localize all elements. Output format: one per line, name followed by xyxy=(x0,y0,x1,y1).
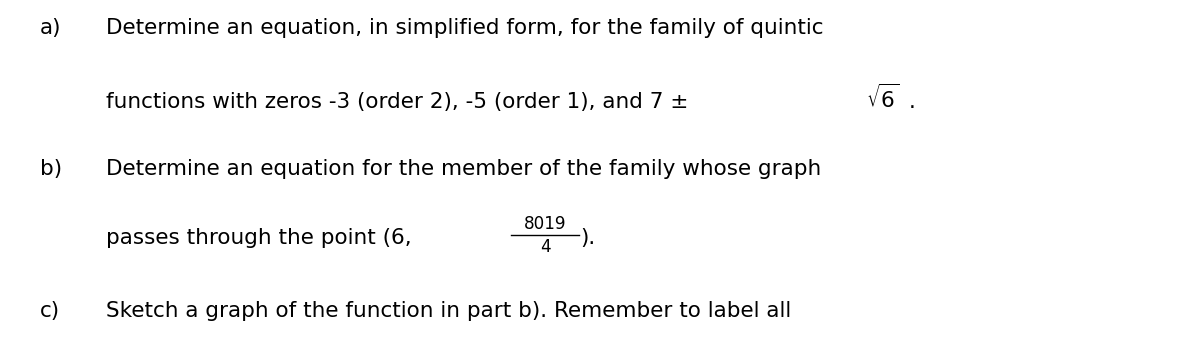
Text: 8019: 8019 xyxy=(524,215,566,233)
Text: c): c) xyxy=(40,301,60,321)
Text: 4: 4 xyxy=(0,323,11,337)
Text: passes through the point (6,: passes through the point (6, xyxy=(106,228,422,248)
Text: 8019: 8019 xyxy=(0,323,42,337)
Text: 4: 4 xyxy=(540,238,551,256)
Text: functions with zeros -3 (order 2), -5 (order 1), and 7 ±: functions with zeros -3 (order 2), -5 (o… xyxy=(106,92,695,112)
Text: a): a) xyxy=(40,18,61,38)
Text: Determine an equation, in simplified form, for the family of quintic: Determine an equation, in simplified for… xyxy=(106,18,823,38)
Text: Sketch a graph of the function in part b). Remember to label all: Sketch a graph of the function in part b… xyxy=(106,301,791,321)
Text: $\sqrt{6}$: $\sqrt{6}$ xyxy=(866,84,899,112)
Text: b): b) xyxy=(40,159,61,179)
Text: functions with zeros -3 (order 2), -5 (order 1), and 7 ±: functions with zeros -3 (order 2), -5 (o… xyxy=(106,92,695,112)
Text: passes through the point (6,: passes through the point (6, xyxy=(106,228,422,248)
Text: ).: ). xyxy=(581,228,595,248)
Text: .: . xyxy=(908,92,916,112)
Text: Determine an equation for the member of the family whose graph: Determine an equation for the member of … xyxy=(106,159,821,179)
